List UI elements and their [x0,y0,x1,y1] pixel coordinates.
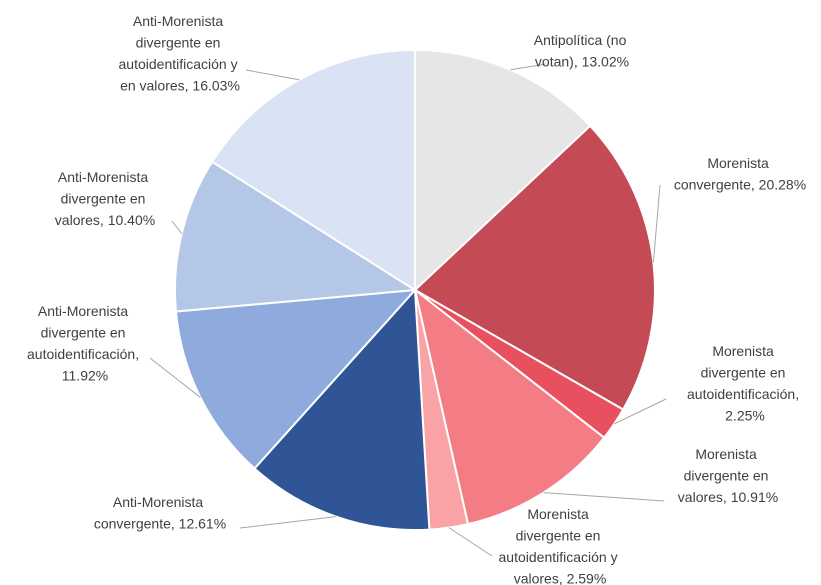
leader-line [149,357,201,398]
leader-line [652,184,661,263]
data-label: Morenista convergente, 20.28% [674,155,806,193]
leader-line [613,398,667,425]
pie-slice [210,48,416,292]
pie-slice [174,288,418,470]
data-label: Anti-Morenista divergente en valores, 10… [55,169,155,228]
leader-line [543,492,665,502]
leader-line [448,527,493,557]
leader-line [510,63,547,71]
data-label: Morenista divergente en autoidentificaci… [499,506,622,585]
leader-line [239,516,336,529]
pie-slice [413,287,606,526]
data-label: Morenista divergente en valores, 10.91% [678,446,778,505]
data-label: Anti-Morenista divergente en autoidentif… [27,303,143,384]
leader-line [245,69,300,81]
leader-line [171,220,183,234]
pie-slice [253,287,431,531]
data-label: Anti-Morenista divergente en autoidentif… [119,13,242,94]
data-label: Morenista divergente en autoidentificaci… [687,343,803,424]
pie-slice [414,48,592,293]
data-label: Anti-Morenista convergente, 12.61% [94,494,226,532]
pie-slice [174,160,419,313]
data-label: Antipolítica (no votan), 13.02% [534,32,631,70]
